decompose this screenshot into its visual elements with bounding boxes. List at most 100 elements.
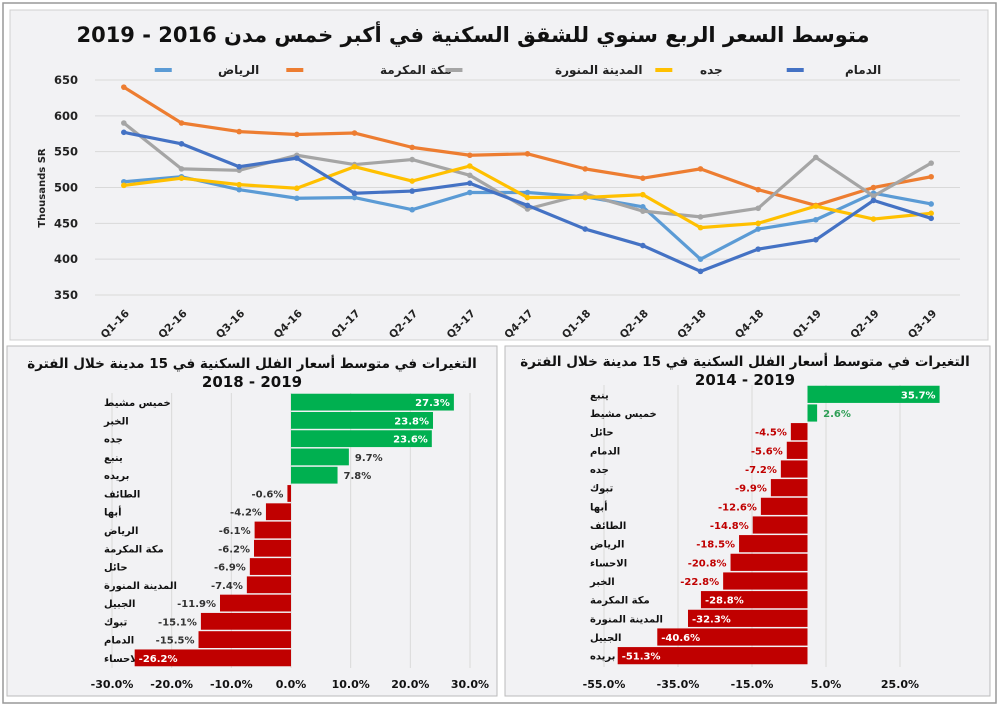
x-tick-label: -20.0%: [150, 678, 193, 691]
data-label: 35.7%: [901, 390, 936, 401]
data-point: [294, 195, 300, 202]
data-point: [640, 204, 646, 210]
category-label: أبها: [590, 500, 608, 513]
data-label: -32.3%: [692, 614, 731, 625]
data-label: 7.8%: [344, 471, 372, 482]
category-label: الدمام: [590, 446, 620, 457]
data-label: -4.2%: [230, 508, 262, 519]
negative-bar: [700, 591, 808, 609]
data-label: 23.8%: [394, 416, 429, 427]
data-label: -0.6%: [252, 489, 284, 500]
data-point: [236, 128, 242, 135]
data-label: -28.8%: [705, 596, 744, 607]
negative-bar: [617, 647, 808, 665]
data-point: [409, 178, 415, 184]
data-point: [813, 237, 819, 243]
data-point: [121, 120, 127, 126]
x-tick-label: -10.0%: [210, 678, 253, 691]
data-point: [178, 140, 185, 147]
data-point: [294, 131, 300, 138]
y-tick-label: 650: [54, 73, 78, 87]
data-point: [236, 163, 242, 170]
data-label: -15.1%: [158, 617, 197, 628]
negative-bar: [687, 609, 808, 627]
data-label: -40.6%: [661, 633, 700, 644]
data-point: [178, 120, 185, 126]
negative-bar: [246, 576, 291, 594]
data-point: [813, 203, 819, 209]
data-label: -15.5%: [156, 636, 195, 647]
data-label: -26.2%: [139, 654, 178, 665]
y-tick-label: 550: [54, 145, 78, 159]
data-point: [582, 226, 588, 232]
negative-bar: [760, 497, 808, 515]
bar-row: مكة المكرمة -6.2%: [104, 539, 291, 557]
data-label: -7.4%: [211, 581, 243, 592]
data-point: [928, 160, 934, 166]
data-point: [524, 202, 531, 209]
legend-label: مكة المكرمة: [380, 63, 452, 77]
x-tick-label: 10.0%: [332, 678, 370, 691]
x-tick-label: 30.0%: [451, 678, 489, 691]
category-label: المدينة المنورة: [590, 614, 663, 625]
data-point: [697, 166, 704, 172]
data-point: [236, 186, 242, 193]
data-point: [813, 216, 819, 223]
legend-label: جده: [700, 63, 723, 77]
bar-row: أبها -4.2%: [104, 503, 291, 521]
data-label: -7.2%: [745, 465, 777, 476]
legend-item: جده: [655, 63, 723, 77]
y-tick-label: 500: [54, 181, 78, 195]
data-point: [755, 246, 761, 252]
data-point: [351, 130, 358, 136]
negative-bar: [770, 479, 808, 497]
y-tick-label: 400: [54, 252, 78, 266]
category-label: ينبع: [590, 390, 609, 401]
data-point: [928, 173, 934, 180]
data-point: [121, 182, 127, 189]
bar-row: الرياض -18.5%: [590, 535, 808, 553]
data-point: [351, 163, 358, 170]
negative-bar: [200, 612, 291, 630]
data-point: [870, 184, 877, 191]
bar-row: حائل -6.9%: [104, 558, 291, 575]
data-point: [524, 189, 531, 196]
bar-row: جده 23.6%: [104, 430, 432, 448]
data-point: [121, 84, 127, 90]
bar-chart-2018-2019: التغيرات في متوسط أسعار الفلل السكنية في…: [27, 355, 489, 691]
data-point: [409, 144, 415, 151]
data-label: -6.9%: [214, 563, 246, 574]
data-label: 27.3%: [415, 398, 450, 409]
positive-bar: [291, 466, 338, 484]
bar-row: الجبيل -11.9%: [104, 594, 291, 612]
data-point: [582, 166, 588, 172]
data-label: -14.8%: [710, 521, 749, 532]
data-point: [755, 226, 761, 232]
data-point: [467, 180, 473, 186]
data-point: [870, 216, 877, 222]
category-label: جده: [590, 465, 609, 476]
bar-row: الاحساء -20.8%: [590, 553, 808, 571]
bar-row: الطائف -0.6%: [104, 485, 291, 502]
data-point: [755, 186, 761, 193]
category-label: الطائف: [590, 521, 626, 532]
data-label: 23.6%: [393, 435, 428, 446]
data-point: [928, 210, 934, 217]
bar-row: خميس مشيط 2.6%: [590, 404, 851, 422]
data-point: [409, 156, 415, 163]
bar-row: حائل -4.5%: [590, 423, 808, 441]
bar-row: جده -7.2%: [590, 460, 808, 478]
bar-row: مكة المكرمة -28.8%: [590, 591, 808, 609]
positive-bar: [807, 404, 818, 422]
category-label: تبوك: [590, 484, 614, 495]
y-tick-label: 450: [54, 216, 78, 230]
bar-row: خميس مشيط 27.3%: [104, 393, 454, 411]
category-label: بريده: [104, 471, 129, 482]
data-point: [524, 151, 531, 157]
data-label: -11.9%: [177, 599, 216, 610]
category-label: خميس مشيط: [104, 398, 171, 409]
bar-row: ينبع 9.7%: [104, 448, 383, 466]
bar-row: أبها -12.6%: [590, 497, 808, 515]
series-1: [121, 173, 934, 262]
